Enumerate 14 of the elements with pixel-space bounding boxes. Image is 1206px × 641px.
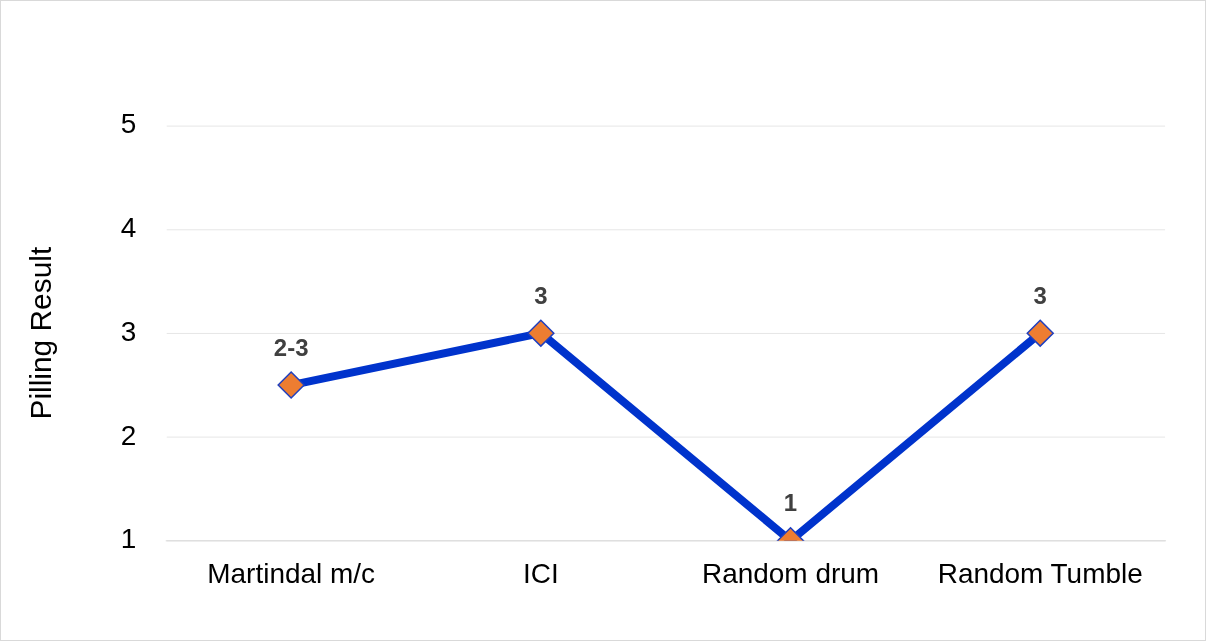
x-tick-label: Random Tumble [937, 558, 1143, 590]
x-tick-label: Martindal m/c [207, 558, 376, 590]
data-label: 3 [1033, 281, 1047, 309]
data-label: 2-3 [273, 333, 309, 361]
y-tick-label: 2 [120, 419, 137, 451]
y-tick-label: 1 [120, 523, 137, 555]
y-tick-label: 5 [120, 108, 137, 140]
data-label: 3 [534, 281, 548, 309]
y-axis-title: Pilling Result [24, 246, 58, 420]
x-tick-label: ICI [522, 558, 559, 590]
y-tick-label: 3 [120, 315, 137, 347]
data-label: 1 [783, 489, 798, 517]
x-tick-label: Random drum [702, 558, 880, 590]
y-tick-label: 4 [120, 212, 137, 244]
